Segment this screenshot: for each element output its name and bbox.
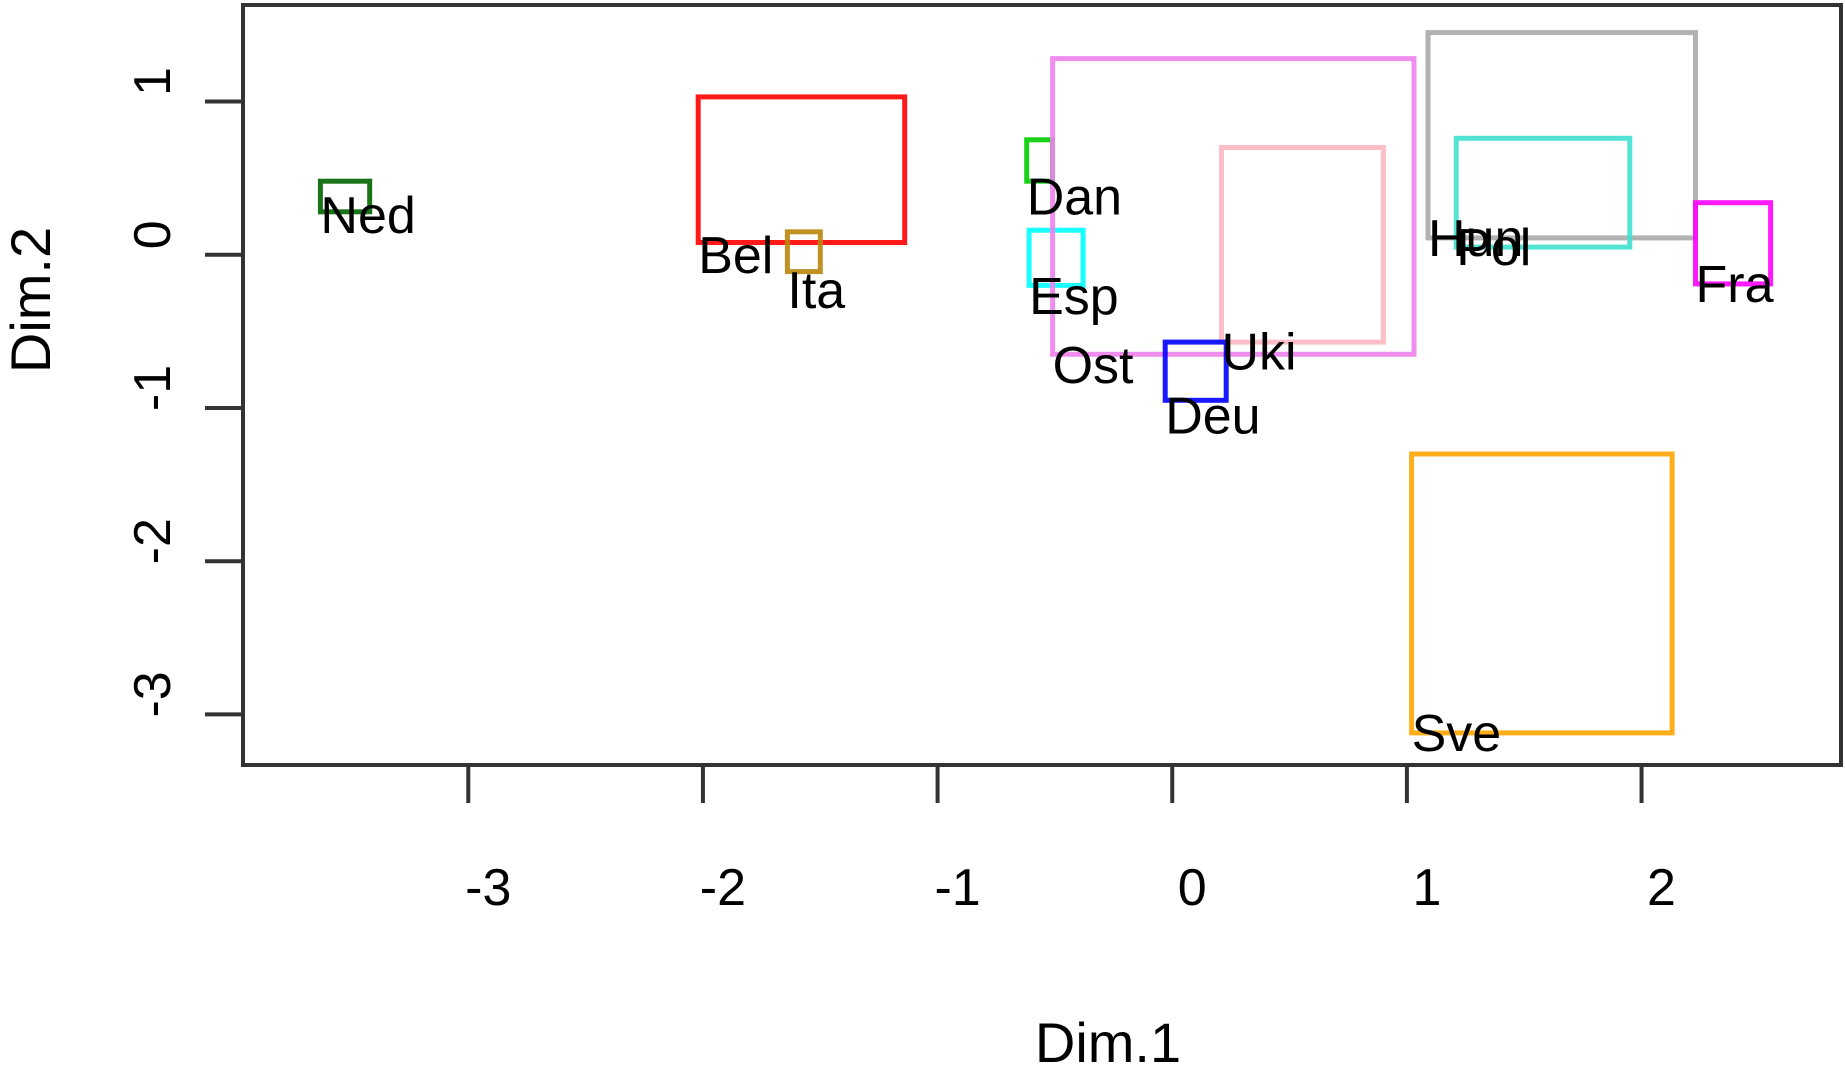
- point-label-uki: Uki: [1222, 323, 1297, 381]
- y-tick-label: -2: [124, 518, 182, 564]
- y-tick-label: 1: [124, 67, 182, 96]
- point-boxes: [317, 30, 1774, 736]
- x-tick-label: -2: [700, 859, 746, 917]
- x-tick-label: 1: [1412, 859, 1441, 917]
- point-label-deu: Deu: [1165, 388, 1260, 446]
- point-label-ned: Ned: [320, 187, 415, 245]
- point-box-pol: [1453, 135, 1633, 250]
- y-axis: -3 -2 -1 0 1: [124, 67, 245, 718]
- point-label-pol: Pol: [1456, 219, 1531, 277]
- point-box-uki: [1219, 145, 1386, 345]
- point-box-sve: [1409, 451, 1675, 736]
- x-axis: -3 -2 -1 0 1 2: [465, 763, 1676, 917]
- point-label-ost: Ost: [1053, 337, 1134, 395]
- point-box-hun: [1425, 30, 1698, 241]
- x-tick-label: -3: [465, 859, 511, 917]
- y-axis-title: Dim.2: [0, 227, 62, 373]
- x-axis-title: Dim.1: [1035, 1011, 1181, 1066]
- y-tick-label: 0: [124, 220, 182, 249]
- point-box-esp: [1026, 227, 1086, 288]
- plot-frame: [241, 3, 1843, 767]
- point-label-sve: Sve: [1412, 705, 1502, 763]
- point-label-esp: Esp: [1029, 268, 1119, 326]
- point-box-ned: [317, 178, 373, 215]
- point-box-fra: [1693, 200, 1774, 287]
- point-box-ita: [784, 229, 823, 275]
- point-label-fra: Fra: [1696, 256, 1774, 314]
- point-label-bel: Bel: [698, 227, 773, 285]
- x-tick-label: -1: [934, 859, 980, 917]
- y-tick-label: -3: [124, 671, 182, 717]
- point-label-hun: Hun: [1428, 210, 1523, 268]
- point-box-bel: [695, 94, 908, 246]
- y-tick-label: -1: [124, 365, 182, 411]
- point-box-deu: [1162, 339, 1229, 403]
- point-label-ita: Ita: [787, 262, 845, 320]
- x-tick-label: 2: [1647, 859, 1676, 917]
- point-label-dan: Dan: [1027, 169, 1122, 227]
- x-tick-label: 0: [1178, 859, 1207, 917]
- point-box-ost: [1050, 56, 1417, 357]
